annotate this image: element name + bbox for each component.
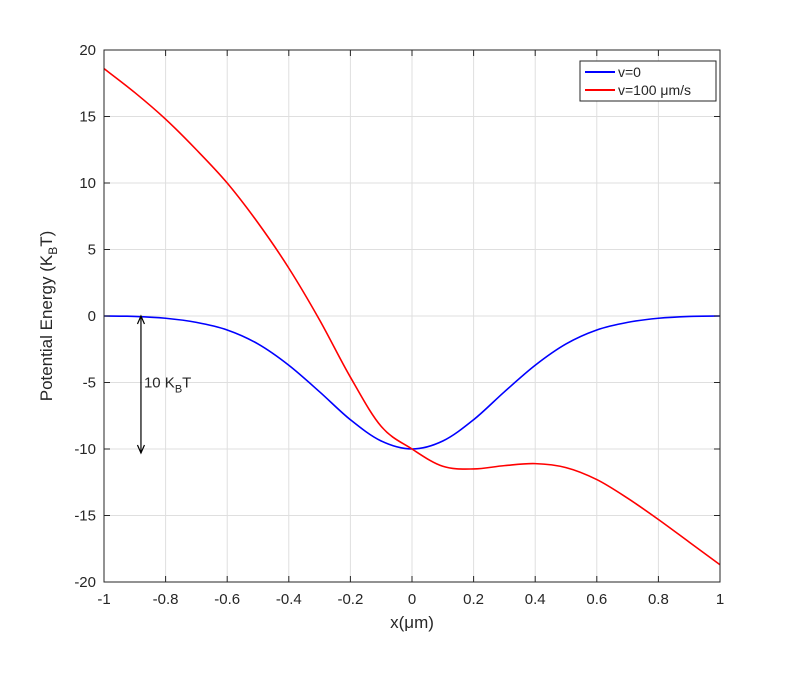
x-tick-label: -0.6 (214, 591, 240, 608)
x-tick-label: 0.2 (463, 591, 484, 608)
annotation-label-main: 10 K (144, 375, 175, 392)
y-axis-label-subscript: B (46, 247, 60, 255)
x-tick-label: 0.8 (648, 591, 669, 608)
y-axis-label-tail: T) (37, 231, 56, 247)
annotation-label-tail: T (182, 375, 191, 392)
legend: v=0 v=100 μm/s (579, 60, 717, 102)
tick-labels: -1 -0.8 -0.6 -0.4 -0.2 0 0.2 0.4 0.6 0.8 1 -20 -15 -1… (74, 42, 724, 608)
x-tick-label: -0.8 (153, 591, 179, 608)
x-tick-label: 0 (408, 591, 416, 608)
x-tick-label: 0.4 (525, 591, 546, 608)
ticks (103, 49, 721, 583)
y-axis-label-main: Potential Energy (K (37, 254, 56, 401)
legend-box (579, 60, 717, 102)
x-tick-label: -0.2 (337, 591, 363, 608)
y-axis-label: Potential Energy (KBT) (37, 231, 60, 402)
annotation-label-subscript: B (175, 384, 182, 396)
y-tick-label: -20 (74, 574, 96, 591)
y-tick-label: 20 (79, 42, 96, 59)
legend-label-v0: v=0 (618, 64, 641, 80)
x-tick-label: 0.6 (586, 591, 607, 608)
y-tick-label: -10 (74, 441, 96, 458)
y-tick-label: 10 (79, 175, 96, 192)
series-line-1 (103, 67, 721, 566)
x-tick-label: 1 (716, 591, 724, 608)
y-tick-label: -15 (74, 508, 96, 525)
series-layer (103, 67, 721, 566)
annotation-arrowhead-top (136, 314, 146, 325)
annotation: 10 KBT (136, 314, 191, 455)
annotation-arrowhead-bottom (136, 444, 146, 455)
annotation-label: 10 KBT (144, 375, 191, 396)
y-tick-label: -5 (83, 375, 96, 392)
y-tick-label: 5 (88, 242, 96, 259)
y-tick-label: 15 (79, 109, 96, 126)
x-axis-label: x(μm) (390, 613, 434, 632)
x-tick-label: -0.4 (276, 591, 302, 608)
y-tick-label: 0 (88, 308, 96, 325)
x-tick-label: -1 (97, 591, 110, 608)
legend-label-v100: v=100 μm/s (618, 82, 691, 98)
